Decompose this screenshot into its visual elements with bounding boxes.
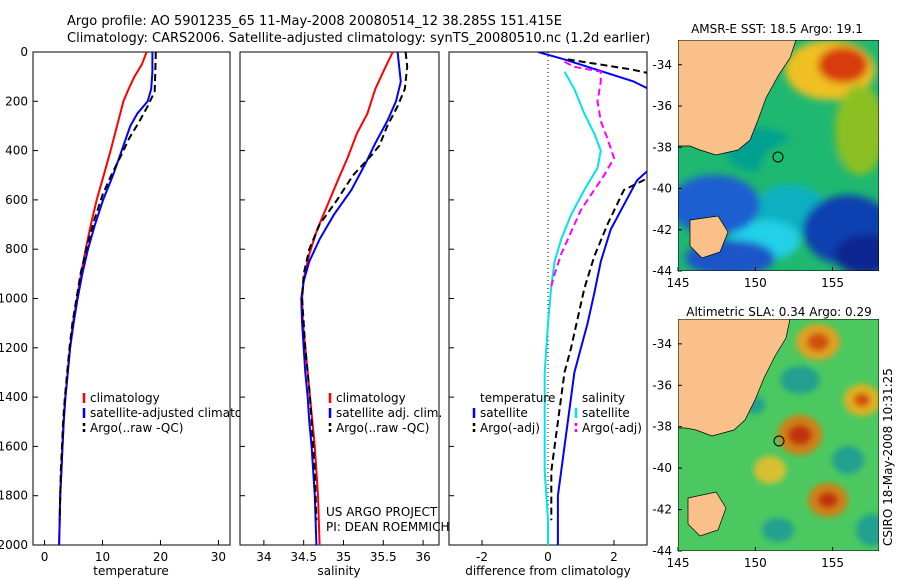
map-y-tick-label: -42 [652,223,672,237]
legend-label-argo: Argo(..raw -QC) [336,421,429,435]
legend-label-temp-argo: Argo(-adj) [480,421,540,435]
sla-map-ticks: 145 150 155 -34 -36 -38 -40 -42 -44 [652,337,844,570]
x-tick-label: 0 [544,550,552,564]
sst-map: AMSR-E SST: 18.5 Argo: 19.1 145 150 155- [652,22,879,290]
timestamp-stamp: CSIRO 18-May-2008 10:31:25 [881,368,895,546]
map-y-tick-label: -42 [652,503,672,517]
salinity-axes [239,51,440,546]
difference-panel: -2 0 2 difference from climatology tempera… [448,51,648,578]
map-y-tick-label: -40 [652,461,672,475]
salinity-xlabel: salinity [317,564,360,578]
map-y-tick-label: -44 [652,544,672,558]
map-x-tick-label: 150 [744,556,767,570]
series-line-argo-adj- [550,58,647,521]
figure-title-line2: Climatology: CARS2006. Satellite-adjuste… [67,31,650,46]
map-y-tick-label: -36 [652,99,672,113]
map-y-tick-label: -44 [652,264,672,278]
legend-heading-salinity: salinity [582,391,625,405]
x-tick-label: 35.5 [370,550,397,564]
y-tick-label: 200 [5,94,28,108]
y-tick-label: 1000 [0,292,28,306]
series-line-satellite [543,71,602,545]
y-tick-label: 400 [5,144,28,158]
series-line-satellite [537,52,647,545]
y-tick-label: 800 [5,242,28,256]
x-tick-label: 35 [336,550,351,564]
map-x-tick-label: 145 [667,556,690,570]
legend-label-temp-satellite: satellite [480,406,528,420]
y-tick-label: 1400 [0,390,28,404]
legend-label-satellite: satellite-adjusted climatology [90,406,268,420]
legend-label-climatology: climatology [90,391,160,405]
legend-heading-temperature: temperature [480,391,555,405]
legend-label-argo: Argo(..raw -QC) [90,421,183,435]
sst-map-title: AMSR-E SST: 18.5 Argo: 19.1 [691,22,863,36]
sst-map-ticks: 145 150 155 -34 -36 -38 -40 -42 -44 [652,58,844,290]
sla-map-title: Altimetric SLA: 0.34 Argo: 0.29 [686,305,871,319]
temperature-legend: climatology satellite-adjusted climatolo… [82,391,268,435]
legend-label-sal-argo: Argo(-adj) [582,421,642,435]
map-y-tick-label: -40 [652,182,672,196]
temperature-panel: 0 10 20 30 0 200 400 600 800 1000 1200 1400 1600 1800… [0,45,268,578]
difference-xlabel: difference from climatology [465,564,631,578]
salinity-ticks: 34 34.5 35 35.5 36 [240,51,431,564]
sla-map-field [678,319,879,551]
legend-label-climatology: climatology [336,391,406,405]
x-tick-label: 34.5 [290,550,317,564]
temperature-lines [58,52,157,545]
map-y-tick-label: -38 [652,420,672,434]
difference-legend: temperature satellite Argo(-adj) salinit… [472,391,642,435]
map-y-tick-label: -34 [652,58,672,72]
y-tick-label: 1200 [0,341,28,355]
x-tick-label: 36 [415,550,430,564]
map-x-tick-label: 155 [821,276,844,290]
x-tick-label: 2 [610,550,618,564]
difference-axes [448,51,648,546]
difference-lines [537,52,647,545]
map-x-tick-label: 155 [821,556,844,570]
y-tick-label: 1800 [0,489,28,503]
x-tick-label: 20 [153,550,168,564]
legend-label-satellite: satellite adj. clim. [336,406,442,420]
project-annotation: US ARGO PROJECT [326,505,438,519]
figure-title-line1: Argo profile: AO 5901235_65 11-May-2008 … [67,14,562,29]
salinity-panel: 34 34.5 35 35.5 36 salinity climatology sate… [239,51,449,578]
x-tick-label: 34 [256,550,271,564]
y-tick-label: 2000 [0,538,28,552]
legend-label-sal-satellite: satellite [582,406,630,420]
temperature-axes [32,51,231,546]
x-tick-label: 0 [41,550,49,564]
series-line-argo-raw-qc- [301,52,409,521]
map-y-tick-label: -34 [652,337,672,351]
x-tick-label: -2 [476,550,488,564]
x-tick-label: 10 [95,550,110,564]
salinity-legend: climatology satellite adj. clim. Argo(..… [328,391,442,435]
sla-map: Altimetric SLA: 0.34 Argo: 0.29 [652,305,879,570]
sst-map-field [678,40,879,271]
temperature-xlabel: temperature [93,564,168,578]
map-y-tick-label: -36 [652,378,672,392]
y-tick-label: 1600 [0,439,28,453]
map-x-tick-label: 150 [744,276,767,290]
y-tick-label: 0 [20,45,28,59]
map-x-tick-label: 145 [667,276,690,290]
temperature-ticks: 0 10 20 30 0 200 400 600 800 1000 1200 1400 1600 1800… [0,45,226,564]
y-tick-label: 600 [5,193,28,207]
pi-annotation: PI: DEAN ROEMMICH [326,520,449,534]
series-line-argo-raw-qc- [58,52,157,521]
series-line-argo-adj- [550,61,616,287]
salinity-lines [300,52,409,545]
x-tick-label: 30 [211,550,226,564]
map-y-tick-label: -38 [652,140,672,154]
